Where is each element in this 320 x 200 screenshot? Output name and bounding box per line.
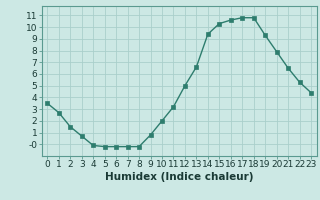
X-axis label: Humidex (Indice chaleur): Humidex (Indice chaleur)	[105, 172, 253, 182]
